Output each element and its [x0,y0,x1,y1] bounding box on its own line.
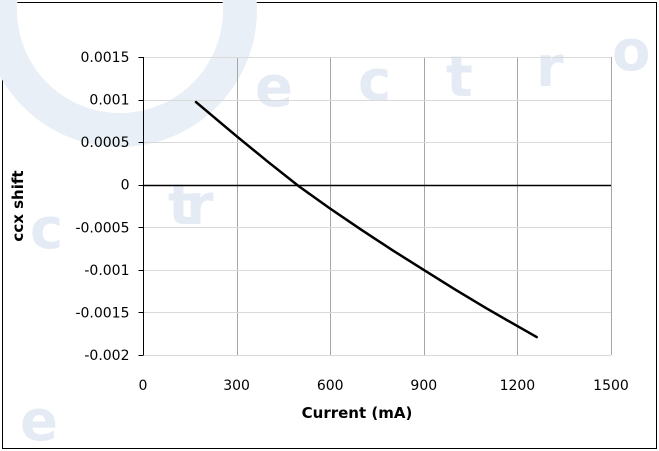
x-tick-label: 600 [317,378,344,394]
axes [138,57,611,356]
y-tick-label: -0.0005 [75,220,129,236]
x-tick-labels: 0 300 600 900 1200 1500 [139,378,629,394]
y-tick-label: -0.001 [84,263,129,279]
y-tick-labels: 0.0015 0.001 0.0005 0 -0.0005 -0.001 -0.0015 -0… [75,50,129,364]
watermark-arc [0,0,257,147]
x-tick-label: 1500 [593,378,629,394]
x-tick-label: 0 [139,378,148,394]
watermark-letter: e [20,389,58,451]
watermark-letter: e [255,55,293,120]
series-group [194,100,538,339]
y-axis-title: ccx shift [9,170,27,241]
watermark-letter: o [612,19,650,84]
gridlines [143,57,612,356]
watermark-letter: c [358,49,391,114]
x-tick-label: 1200 [500,378,536,394]
x-axis-title: Current (mA) [302,404,413,422]
y-tick-label: 0.001 [89,93,129,109]
y-tick-label: 0.0005 [81,135,130,151]
watermark-letter: r [536,35,564,100]
y-tick-label: -0.0015 [75,305,129,321]
y-tick-label: -0.002 [84,348,129,364]
series-line [194,100,538,339]
watermark-letter: t [446,45,473,110]
watermark-letter: t [168,173,195,238]
watermark-letter: c [30,197,63,262]
y-tick-label: 0.0015 [81,50,130,66]
x-tick-label: 300 [223,378,250,394]
x-tick-label: 900 [410,378,437,394]
y-tick-label: 0 [121,178,130,194]
